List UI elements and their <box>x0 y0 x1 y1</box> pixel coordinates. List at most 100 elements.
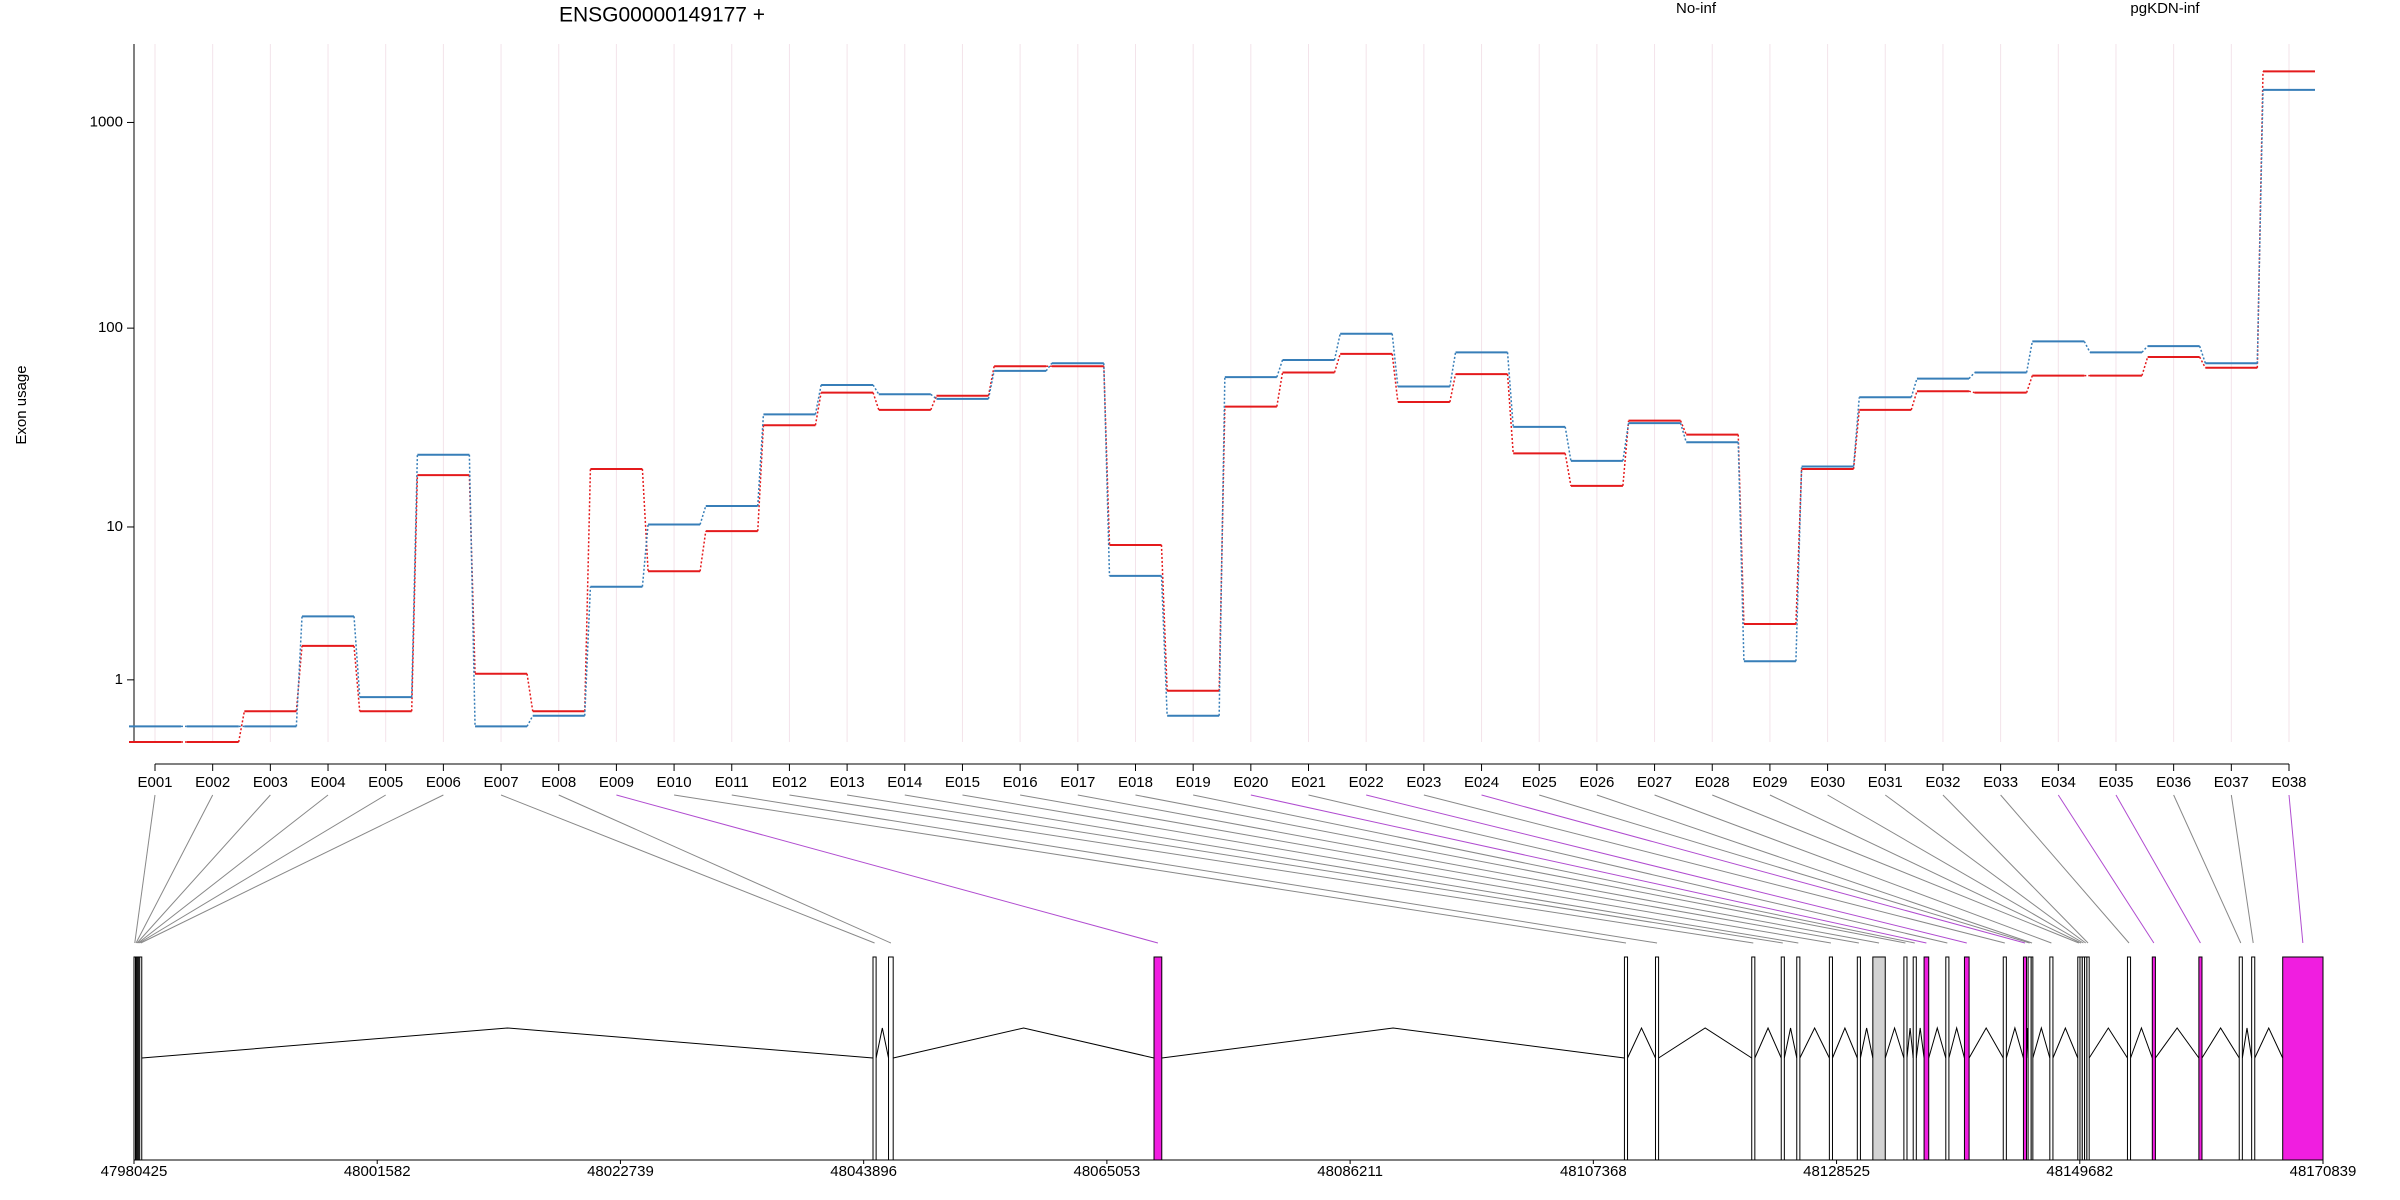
x-tick-label: E020 <box>1233 774 1268 791</box>
connector <box>1968 390 1975 394</box>
connector <box>2141 345 2149 353</box>
connector <box>583 586 592 716</box>
x-tick-label: E005 <box>368 774 403 791</box>
gene-tick-label: 48022739 <box>587 1163 654 1180</box>
exon <box>2126 956 2132 1161</box>
connector <box>1852 397 1861 467</box>
exon-link <box>1596 794 2033 944</box>
intron <box>2032 1026 2051 1059</box>
exon-link <box>1884 794 2087 944</box>
connector <box>468 475 476 674</box>
exon <box>2002 956 2007 1161</box>
x-tick-label: E025 <box>1522 774 1557 791</box>
exon-link <box>1308 794 1948 944</box>
exon-link <box>2230 794 2254 944</box>
connector <box>814 392 822 426</box>
intron <box>2254 1026 2284 1059</box>
x-tick-label: E030 <box>1810 774 1845 791</box>
y-tick-label: 1 <box>115 671 123 688</box>
x-tick-label: E035 <box>2098 774 2133 791</box>
exon-link <box>500 794 875 944</box>
connector <box>1333 333 1341 361</box>
exon-link <box>2000 794 2130 944</box>
intron <box>1627 1026 1656 1059</box>
connector <box>872 392 880 411</box>
connector <box>2141 356 2149 376</box>
intron <box>141 1027 874 1059</box>
x-tick-label: E034 <box>2041 774 2076 791</box>
connector <box>237 711 246 743</box>
exon <box>1903 956 1908 1161</box>
x-tick-label: E024 <box>1464 774 1499 791</box>
intron <box>2088 1027 2128 1059</box>
exon <box>1872 956 1886 1161</box>
intron <box>1859 1027 1874 1059</box>
exon-link <box>140 794 444 944</box>
connector <box>1276 359 1284 378</box>
exon <box>872 956 877 1161</box>
exon <box>2198 956 2203 1161</box>
exon-link <box>137 794 329 944</box>
connector <box>814 384 822 415</box>
exon <box>2086 956 2090 1161</box>
intron <box>2201 1027 2240 1059</box>
exon <box>2251 956 2256 1161</box>
connector <box>641 524 649 587</box>
connector <box>872 384 880 395</box>
connector <box>1160 544 1168 691</box>
exon-link <box>1539 794 2030 944</box>
x-tick-label: E004 <box>311 774 346 791</box>
connector <box>1506 374 1514 454</box>
x-tick-label: E013 <box>830 774 865 791</box>
connector <box>353 616 361 698</box>
gene-tick-label: 48065053 <box>1074 1163 1141 1180</box>
connector <box>295 645 303 712</box>
connector <box>295 616 303 727</box>
exon <box>2049 956 2054 1161</box>
connector <box>526 715 534 727</box>
exon-link <box>1712 794 2080 944</box>
exon-link <box>1077 794 1880 944</box>
exon-link <box>616 794 1159 944</box>
x-tick-label: E002 <box>195 774 230 791</box>
gene-tick-label: 48170839 <box>2290 1163 2357 1180</box>
x-tick-label: E023 <box>1406 774 1441 791</box>
gene-tick-label: 47980425 <box>101 1163 168 1180</box>
exon <box>2030 956 2034 1161</box>
connector <box>1910 378 1918 398</box>
x-tick-label: E016 <box>1003 774 1038 791</box>
exon <box>139 956 143 1161</box>
x-tick-label: E015 <box>945 774 980 791</box>
exon <box>1856 956 1861 1161</box>
gene-tick-label: 48107368 <box>1560 1163 1627 1180</box>
x-tick-label: E027 <box>1637 774 1672 791</box>
exon-link <box>1250 794 1927 944</box>
connector <box>987 366 995 396</box>
x-tick-label: E022 <box>1349 774 1384 791</box>
intron <box>1884 1026 1905 1059</box>
intron <box>1832 1026 1858 1059</box>
exon-link <box>1654 794 2052 944</box>
y-tick-label: 100 <box>98 319 123 336</box>
x-tick-label: E036 <box>2156 774 2191 791</box>
connector <box>1737 434 1745 624</box>
gene-tick-label: 48043896 <box>830 1163 897 1180</box>
x-tick-label: E018 <box>1118 774 1153 791</box>
x-tick-label: E012 <box>772 774 807 791</box>
connector <box>1218 406 1226 691</box>
exon-link <box>134 794 156 944</box>
connector <box>1852 409 1861 470</box>
exon-link <box>1769 794 2082 944</box>
exon-link <box>136 794 271 944</box>
x-tick-label: E021 <box>1291 774 1326 791</box>
intron <box>2052 1026 2079 1059</box>
x-tick-label: E031 <box>1868 774 1903 791</box>
exon <box>2151 956 2156 1161</box>
exon-link <box>2115 794 2201 944</box>
exon-link <box>2173 794 2242 944</box>
exon <box>2238 956 2243 1161</box>
exon-link <box>789 794 1754 944</box>
connector <box>1679 420 1687 435</box>
connector <box>987 370 995 400</box>
